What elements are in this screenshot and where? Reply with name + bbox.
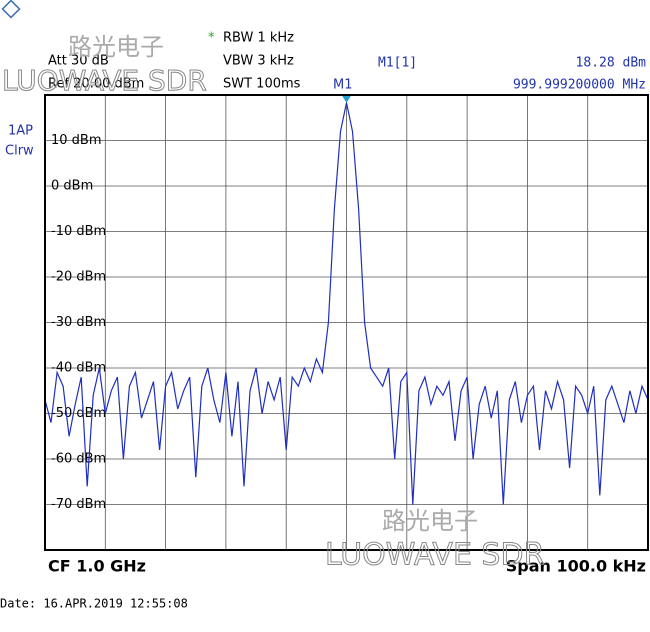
- center-frequency: CF 1.0 GHz: [48, 557, 146, 576]
- plot-frame: [44, 94, 649, 551]
- y-tick-label: -10 dBm: [51, 224, 106, 239]
- ref: Ref 20.00 dBm: [48, 77, 144, 92]
- y-tick-label: -50 dBm: [51, 406, 106, 421]
- y-tick-label: -20 dBm: [51, 270, 106, 285]
- watermark-latin: LUOWAVE SDR: [325, 538, 544, 573]
- y-tick-label: 0 dBm: [51, 179, 93, 194]
- rbw-flag: *: [208, 31, 215, 46]
- marker-frequency: 999.999200000 MHz: [513, 78, 646, 93]
- vbw: VBW 3 kHz: [223, 54, 294, 69]
- marker-readout-name: M1[1]: [378, 56, 417, 71]
- watermark: 路光电子 LUOWAVE SDR 路光电子 LUOWAVE SDR: [2, 33, 545, 573]
- watermark-cn: 路光电子: [382, 507, 478, 535]
- y-tick-label: -70 dBm: [51, 497, 106, 512]
- y-tick-label: 10 dBm: [51, 133, 102, 148]
- marker-name: M1: [333, 78, 353, 93]
- trace-mode: Clrw: [5, 144, 34, 159]
- logo: [1, 0, 21, 19]
- y-tick-label: -40 dBm: [51, 361, 106, 376]
- att: Att 30 dB: [48, 54, 109, 69]
- watermark-cn: 路光电子: [68, 33, 164, 61]
- swt: SWT 100ms: [223, 77, 301, 92]
- plot-area: 10 dBm 0 dBm -10 dBm -20 dBm -30 dBm -40 dBm -…: [44, 94, 649, 551]
- marker-level: 18.28 dBm: [576, 56, 647, 71]
- y-tick-label: -60 dBm: [51, 452, 106, 467]
- date: Date: 16.APR.2019 12:55:08: [0, 597, 188, 611]
- watermark-latin: LUOWAVE SDR: [2, 64, 207, 97]
- span: Span 100.0 kHz: [506, 557, 646, 576]
- y-tick-label: -30 dBm: [51, 315, 106, 330]
- trace-label: 1AP: [8, 124, 33, 139]
- rbw: RBW 1 kHz: [223, 31, 294, 46]
- marker: [341, 94, 352, 103]
